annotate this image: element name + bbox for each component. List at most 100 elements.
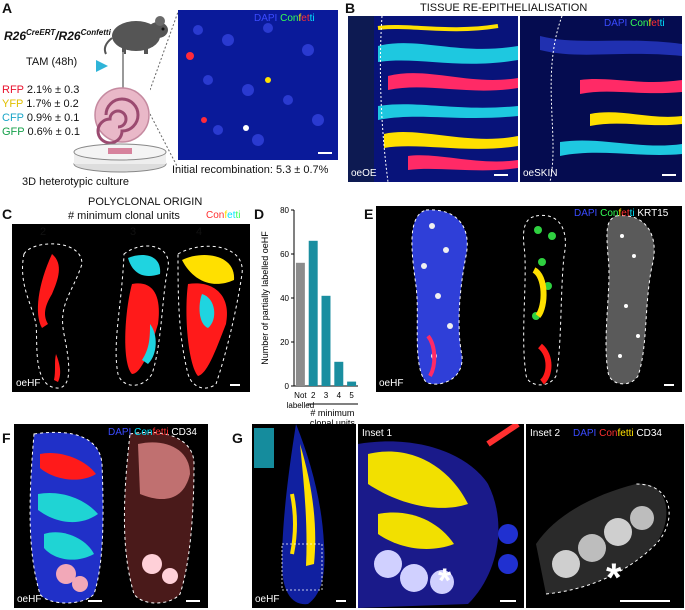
panel-c-label: oeHF [16, 378, 41, 389]
legend-ti: ti [309, 13, 315, 24]
legend-dapi: DAPI [108, 427, 132, 438]
percent-cfp: CFP 0.9% ± 0.1 [2, 112, 79, 124]
legend-et: et [621, 208, 630, 219]
legend-et: et [301, 13, 310, 24]
legend-dapi: DAPI [254, 13, 278, 24]
panel-a-legend: DAPI Confetti [254, 13, 315, 24]
inset1-micrograph [358, 424, 524, 608]
genotype-part: R26 [4, 29, 27, 43]
x-tick-label: labelled [287, 401, 315, 410]
legend-f: f [648, 18, 652, 29]
legend-con: Con [599, 428, 618, 439]
panel-g-legend: DAPI Confetti CD34 [573, 428, 662, 439]
inset2-micrograph [526, 424, 684, 608]
panel-d-letter: D [254, 206, 265, 222]
legend-con: Con [600, 208, 619, 219]
legend-ti: ti [629, 208, 635, 219]
panel-g-micrograph [252, 424, 356, 608]
legend-fetti: fetti [617, 428, 634, 439]
oeskin-micrograph [520, 16, 682, 182]
zoom-lines [150, 11, 179, 169]
inset1-asterisk: * [438, 562, 452, 600]
bar [295, 262, 305, 386]
panel-c-title: POLYCLONAL ORIGIN [88, 196, 203, 208]
scale-bar [186, 600, 200, 602]
panel-f-letter: F [2, 430, 11, 446]
y-tick-label: 0 [285, 382, 290, 391]
bar [321, 295, 331, 386]
panel-b-letter: B [345, 0, 356, 16]
pct-name: YFP [2, 98, 24, 110]
panel-e-letter: E [364, 206, 374, 222]
panel-c-micrograph [12, 224, 250, 392]
x-tick-label: 2 [311, 391, 316, 400]
genotype-part: /R26 [55, 29, 81, 43]
x-tick-label: Not [294, 391, 307, 400]
legend-con: Con [280, 13, 299, 24]
panel-c-subtitle: # minimum clonal units [68, 210, 180, 222]
x-axis-label: # minimum [310, 408, 354, 418]
inset2-label: Inset 2 [530, 428, 561, 439]
x-tick-label: 3 [324, 391, 329, 400]
panel-g-letter: G [232, 430, 243, 446]
pct-name: GFP [2, 126, 25, 138]
pct-value: 1.7% ± 0.2 [26, 98, 79, 110]
oeoe-label: oeOE [351, 168, 377, 179]
scale-bar [662, 174, 676, 176]
petri-dish-icon [73, 143, 167, 173]
pct-value: 0.6% ± 0.1 [27, 126, 80, 138]
pct-value: 0.9% ± 0.1 [26, 112, 80, 124]
mouse-icon [103, 16, 168, 55]
scale-bar [500, 600, 516, 602]
panel-f-micrograph [14, 424, 208, 608]
percent-rfp: RFP 2.1% ± 0.3 [2, 84, 79, 96]
legend-con: Con [134, 427, 153, 438]
legend-et: et [651, 18, 660, 29]
scale-bar [88, 600, 102, 602]
y-tick-label: 60 [280, 250, 289, 259]
scale-bar [664, 384, 674, 386]
inset2-asterisk: * [606, 556, 622, 600]
count-4: 4 [196, 226, 203, 238]
y-tick-label: 40 [280, 294, 289, 303]
pct-name: RFP [2, 84, 24, 96]
legend-con: Con [206, 210, 225, 221]
legend-cd34: CD34 [171, 427, 197, 438]
legend-dapi: DAPI [574, 208, 598, 219]
tam-label: TAM (48h) [26, 56, 78, 68]
legend-ti: ti [659, 18, 665, 29]
scale-bar [318, 152, 332, 154]
panel-e-micrograph [376, 206, 682, 392]
legend-con: Con [630, 18, 649, 29]
panel-f-legend: DAPI Confetti CD34 [108, 427, 197, 438]
count-2: 2 [40, 226, 47, 238]
bar [347, 381, 357, 386]
percent-yfp: YFP 1.7% ± 0.2 [2, 98, 79, 110]
genotype-sup: Confetti [80, 28, 111, 37]
panel-c-legend: Confetti [206, 210, 240, 221]
legend-f: f [618, 208, 622, 219]
legend-ti: ti [235, 210, 241, 221]
legend-fetti: fetti [152, 427, 169, 438]
panel-e-legend: DAPI Confetti KRT15 [574, 208, 668, 219]
genotype-label: R26CreERT/R26Confetti [4, 28, 111, 43]
panel-e-label: oeHF [379, 378, 404, 389]
panel-f-label: oeHF [17, 594, 42, 605]
y-tick-label: 20 [280, 338, 289, 347]
oeskin-label: oeSKIN [523, 168, 558, 179]
legend-dapi: DAPI [604, 18, 628, 29]
pct-name: CFP [2, 112, 24, 124]
genotype-sup: CreERT [26, 28, 56, 37]
legend-et: et [227, 210, 236, 221]
legend-krt15: KRT15 [637, 208, 669, 219]
y-tick-label: 80 [280, 206, 289, 215]
count-3: 3 [130, 226, 137, 238]
x-axis-label: clonal units [310, 418, 356, 428]
scale-bar [494, 174, 508, 176]
y-axis-label: Number of partially labelled oeHF [260, 231, 270, 365]
bar [308, 240, 318, 386]
panel-a-micrograph [178, 10, 338, 160]
legend-f: f [298, 13, 302, 24]
bar [334, 361, 344, 386]
